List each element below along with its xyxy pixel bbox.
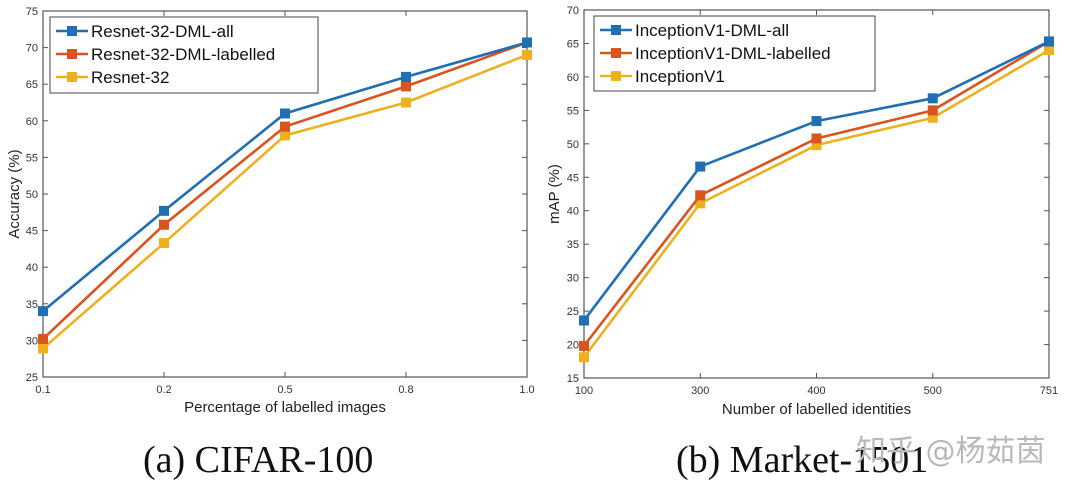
legend-box — [593, 15, 876, 92]
y-tick-label: 40 — [26, 262, 38, 274]
y-tick-label: 50 — [26, 189, 38, 201]
data-point — [1044, 36, 1054, 47]
market1501-chart: 15 20 25 30 35 40 45 50 55 60 65 70 100 300 400 500 751 N… — [546, 5, 1058, 418]
watermark: 知乎 @杨茹茵 — [856, 434, 1046, 469]
legend-label: InceptionV1 — [635, 67, 725, 86]
data-point — [159, 219, 169, 230]
y-axis-label: mAP (%) — [546, 164, 563, 224]
y-tick-label: 20 — [567, 340, 579, 352]
data-point — [280, 121, 290, 132]
x-tick-label: 0.1 — [35, 384, 50, 396]
x-axis-label: Number of labelled identities — [722, 401, 911, 418]
data-point — [695, 161, 706, 172]
data-point — [695, 198, 706, 209]
x-tick-label: 300 — [691, 385, 709, 397]
x-tick-label: 0.5 — [277, 384, 292, 396]
y-tick-label: 70 — [26, 43, 38, 55]
data-point — [522, 37, 532, 48]
data-point — [159, 205, 169, 216]
legend-marker — [611, 48, 621, 58]
data-point — [811, 116, 822, 127]
y-tick-label: 35 — [567, 239, 579, 251]
data-point — [38, 333, 48, 344]
legend-label: InceptionV1-DML-all — [635, 21, 789, 40]
legend-marker — [611, 25, 621, 35]
y-tick-label: 25 — [26, 372, 38, 384]
x-tick-label: 100 — [575, 385, 593, 397]
legend-marker — [67, 49, 77, 59]
caption-market1501: (b) Market-1501 — [676, 439, 929, 481]
x-tick-label: 0.2 — [156, 384, 171, 396]
x-tick-label: 0.8 — [398, 384, 413, 396]
y-tick-label: 45 — [26, 226, 38, 238]
y-tick-label: 35 — [26, 299, 38, 311]
y-tick-label: 60 — [26, 116, 38, 128]
y-tick-label: 75 — [26, 6, 38, 18]
legend-label: Resnet-32-DML-all — [91, 22, 234, 41]
data-point — [811, 140, 822, 151]
y-tick-label: 60 — [567, 72, 579, 84]
y-tick-label: 40 — [567, 206, 579, 218]
y-tick-label: 30 — [26, 335, 38, 347]
x-tick-label: 500 — [924, 385, 942, 397]
data-point — [811, 133, 822, 144]
y-tick-label: 15 — [567, 373, 579, 385]
data-point — [38, 306, 48, 317]
y-tick-label: 50 — [567, 139, 579, 151]
data-point — [579, 340, 589, 351]
data-point — [401, 97, 411, 108]
data-point — [38, 343, 48, 354]
y-tick-label: 30 — [567, 273, 579, 285]
legend-box — [49, 16, 319, 94]
data-point — [927, 105, 938, 116]
x-tick-label: 400 — [807, 385, 825, 397]
data-point — [159, 238, 169, 249]
legend-marker — [67, 26, 77, 36]
legend-marker — [611, 71, 621, 81]
x-tick-label: 1.0 — [519, 384, 534, 396]
y-tick-label: 55 — [567, 105, 579, 117]
data-point — [927, 112, 938, 123]
cifar100-chart: 25 30 35 40 45 50 55 60 65 70 75 0.1 0.2 0.5 0.8 1.0 Per… — [6, 6, 535, 416]
y-axis-label: Accuracy (%) — [6, 149, 23, 238]
data-point — [401, 71, 411, 82]
x-axis-label: Percentage of labelled images — [184, 399, 386, 416]
data-point — [1044, 45, 1054, 56]
data-point — [579, 352, 589, 363]
legend-label: InceptionV1-DML-labelled — [635, 44, 831, 63]
data-point — [401, 81, 411, 92]
caption-cifar100: (a) CIFAR-100 — [143, 439, 374, 481]
series-line — [42, 53, 528, 350]
y-tick-label: 65 — [567, 38, 579, 50]
data-point — [522, 49, 532, 60]
series-line — [582, 49, 1050, 359]
data-point — [280, 130, 290, 141]
y-tick-label: 70 — [567, 5, 579, 17]
y-tick-label: 65 — [26, 79, 38, 91]
data-point — [280, 108, 290, 119]
data-point — [695, 190, 706, 201]
data-point — [927, 93, 938, 104]
legend-marker — [67, 72, 77, 82]
y-tick-label: 55 — [26, 152, 38, 164]
data-point — [579, 315, 589, 326]
legend-label: Resnet-32 — [91, 68, 169, 87]
y-tick-label: 25 — [567, 306, 579, 318]
x-tick-label: 751 — [1040, 385, 1058, 397]
y-tick-label: 45 — [567, 172, 579, 184]
legend-label: Resnet-32-DML-labelled — [91, 45, 275, 64]
